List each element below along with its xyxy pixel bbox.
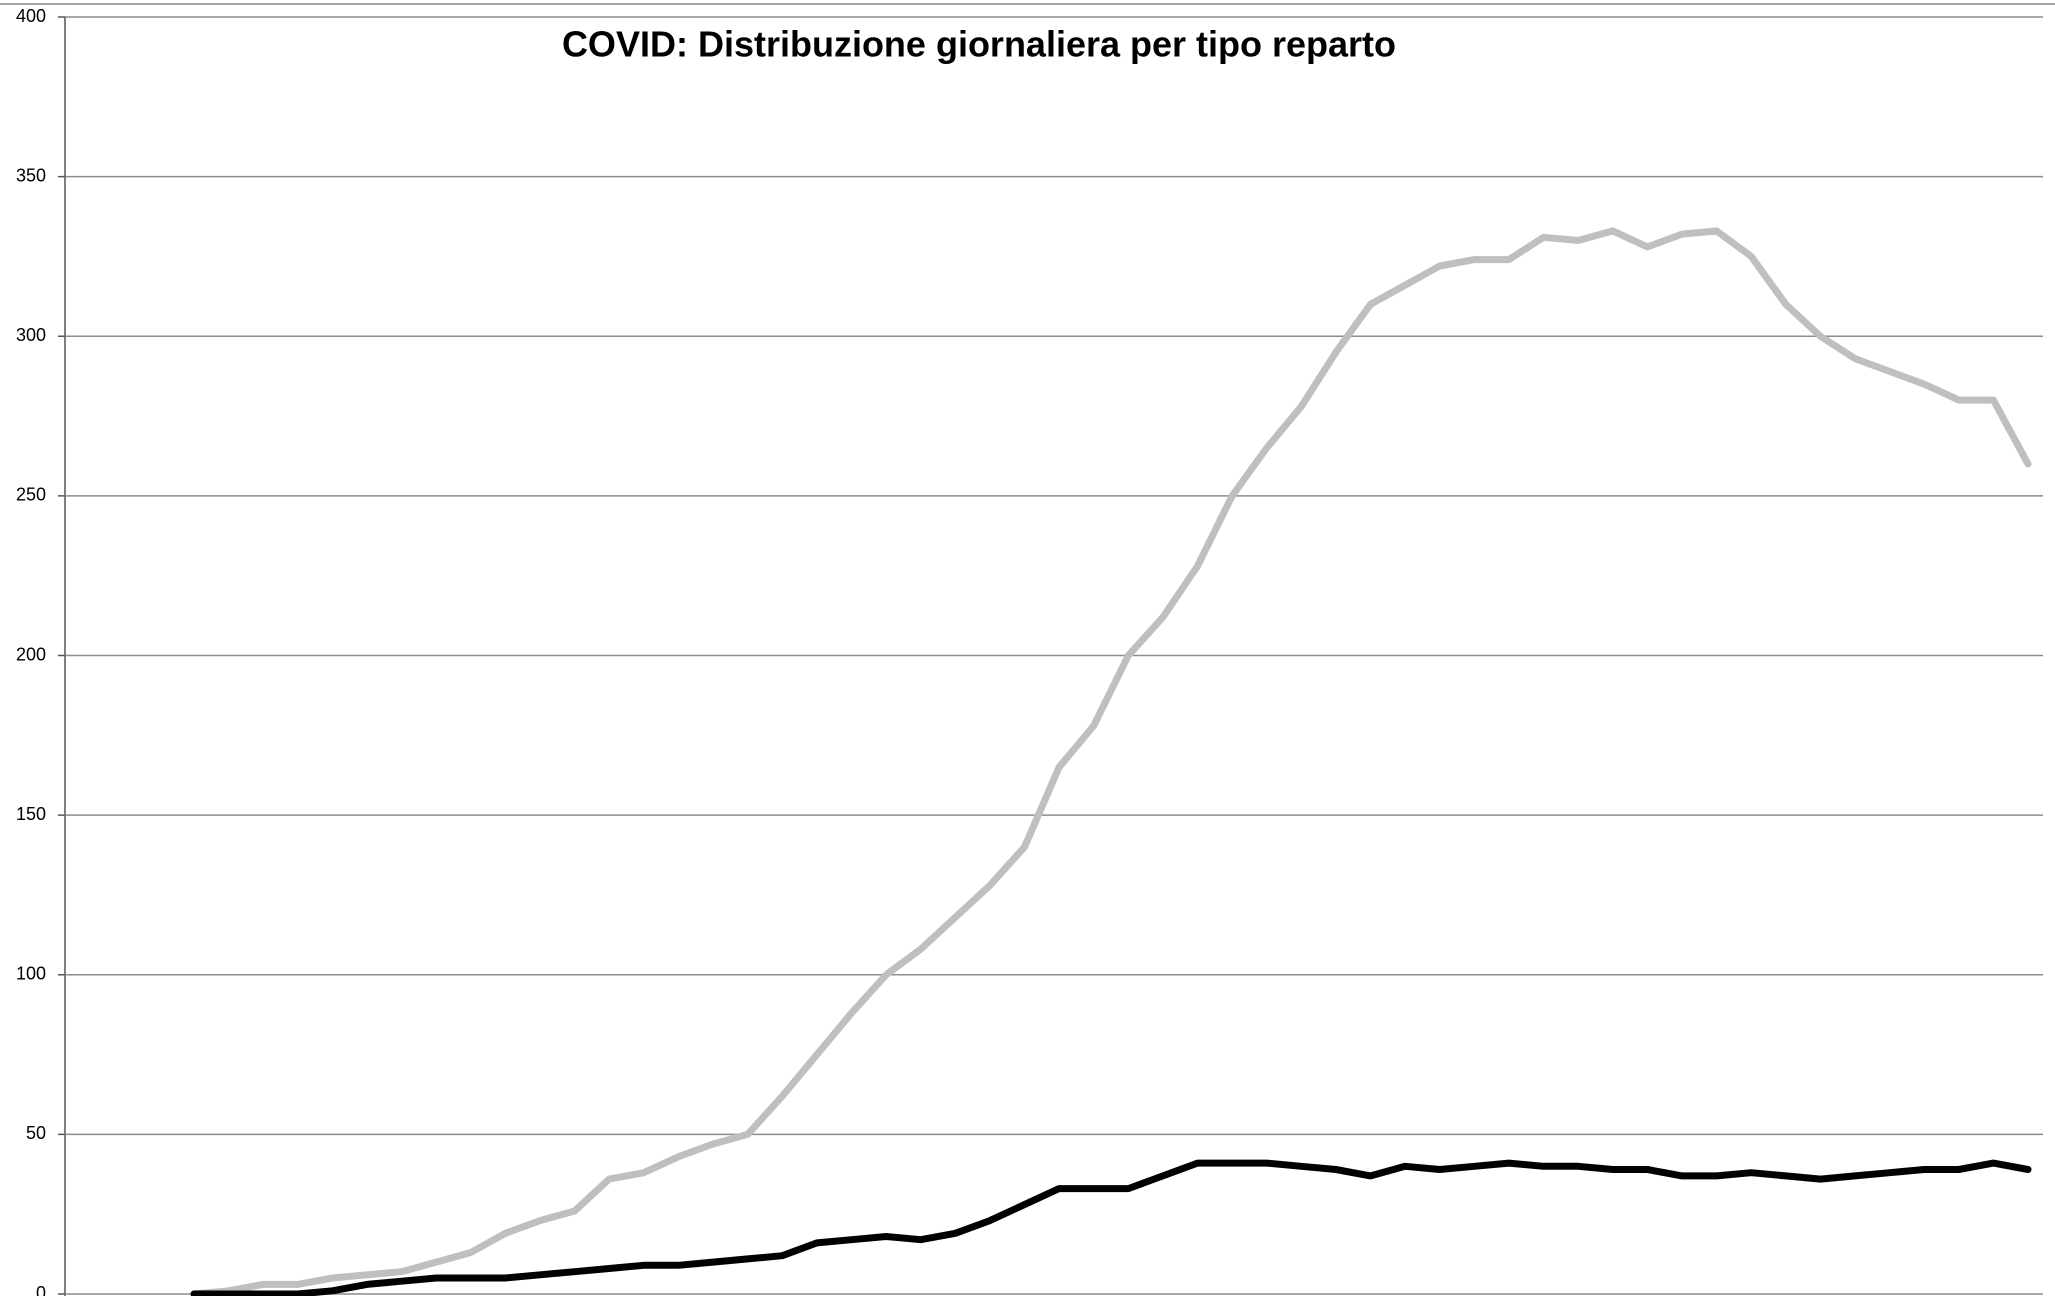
y-tick-label: 50 — [26, 1123, 46, 1143]
y-tick-label: 150 — [16, 804, 46, 824]
y-tick-label: 200 — [16, 644, 46, 664]
data-line — [190, 1159, 2032, 1298]
y-tick-label: 300 — [16, 325, 46, 345]
y-tick-label: 100 — [16, 964, 46, 984]
y-tick-label: 400 — [16, 6, 46, 26]
data-line — [190, 227, 2032, 1298]
y-tick-label: 0 — [36, 1283, 46, 1296]
y-tick-label: 350 — [16, 165, 46, 185]
chart-title: COVID: Distribuzione giornaliera per tip… — [562, 24, 1396, 65]
y-tick-label: 250 — [16, 485, 46, 505]
